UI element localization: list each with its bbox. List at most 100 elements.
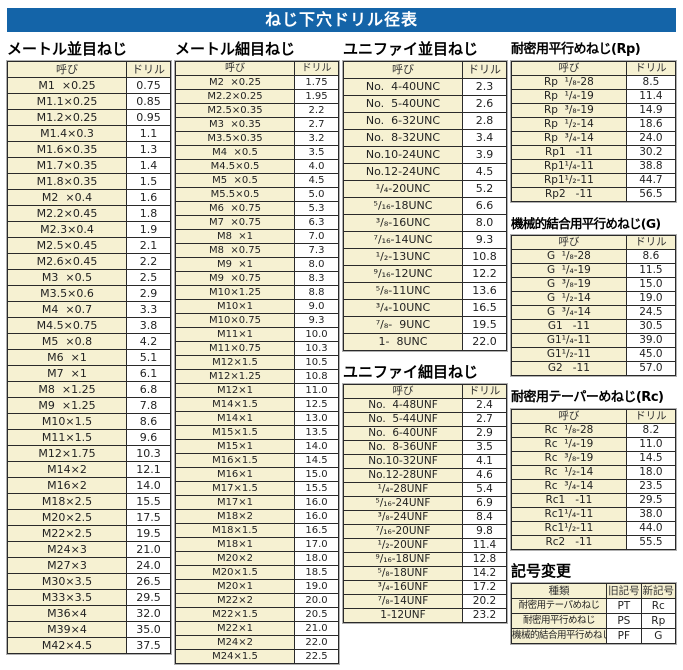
symbol-change-table: 種類 旧記号 新記号 耐密用テーパめねじ PT Rc 耐密用平行めねじ PS Rp 機械的結… (510, 583, 677, 644)
designation-cell: ³/₈-16UNC (343, 214, 463, 232)
designation-cell: ⁹/₁₆-12UNC (343, 265, 463, 283)
drill-cell: 10.5 (293, 355, 340, 370)
designation-cell: M3.5×0.6 (7, 285, 127, 302)
drill-cell: 13.0 (293, 411, 340, 426)
table-row: Rc ³/₄-14 23.5 (511, 479, 677, 494)
old-symbol-cell: PS (606, 613, 642, 629)
drill-cell: 11.0 (293, 383, 340, 398)
designation-cell: No. 8-32UNC (343, 129, 463, 147)
designation-cell: ¹/₄-20UNC (343, 180, 463, 198)
drill-cell: 39.0 (625, 333, 677, 348)
drill-cell: 7.0 (293, 229, 340, 244)
old-symbol-cell: PF (606, 628, 642, 644)
drill-cell: 5.1 (125, 349, 172, 366)
header-row: 呼び ドリル (343, 384, 508, 399)
designation-cell: Rc ¹/₂-14 (511, 465, 627, 480)
drill-column-header: ドリル (625, 409, 677, 424)
designation-cell: M24×2 (175, 635, 295, 650)
table-row: M22×1 21.0 (175, 621, 340, 636)
designation-cell: M6 ×0.75 (175, 201, 295, 216)
drill-cell: 11.0 (625, 437, 677, 452)
drill-cell: 4.2 (125, 333, 172, 350)
drill-cell: 30.5 (625, 319, 677, 334)
table-row: M3 ×0.35 2.7 (175, 117, 340, 132)
table-row: M2.3×0.4 1.9 (7, 221, 172, 238)
drill-cell: 0.85 (125, 93, 172, 110)
table-row: M18×1 17.0 (175, 537, 340, 552)
section-symbol-change: 記号変更 種類 旧記号 新記号 耐密用テーパめねじ PT Rc 耐密用平行めねじ PS R… (510, 563, 677, 644)
table-row: No. 4-48UNF 2.4 (343, 398, 508, 413)
table-row: M11×0.75 10.3 (175, 341, 340, 356)
table-row: M42×4.5 37.5 (7, 637, 172, 654)
designation-cell: Rp1¹/₄-11 (511, 159, 627, 174)
designation-cell: M18×2.5 (7, 493, 127, 510)
drill-column-header: ドリル (625, 61, 677, 76)
drill-cell: 22.5 (293, 649, 340, 664)
designation-cell: M12×1.25 (175, 369, 295, 384)
drill-cell: 24.5 (625, 305, 677, 320)
drill-cell: 4.5 (461, 163, 508, 181)
designation-cell: M4.5×0.5 (175, 159, 295, 174)
old-symbol-cell: PT (606, 598, 642, 614)
section-title-rc: 耐密用テーパーめねじ(Rc) (511, 390, 664, 405)
table-row: M11×1 10.0 (175, 327, 340, 342)
drill-cell: 4.1 (461, 454, 508, 469)
designation-cell: Rp ¹/₂-14 (511, 117, 627, 132)
name-column-header: 呼び (511, 235, 627, 250)
designation-cell: M3 ×0.35 (175, 117, 295, 132)
designation-cell: No. 6-32UNC (343, 112, 463, 130)
table-row: ⁷/₁₆-14UNC 9.3 (343, 231, 508, 249)
designation-cell: M5 ×0.5 (175, 173, 295, 188)
drill-cell: 10.8 (461, 248, 508, 266)
page-title: ねじ下穴ドリル径表 (7, 8, 676, 32)
table-row: ⁷/₈-14UNF 20.2 (343, 594, 508, 609)
table-row: M1.4×0.3 1.1 (7, 125, 172, 142)
drill-cell: 5.2 (461, 180, 508, 198)
table-row: M22×2.5 19.5 (7, 525, 172, 542)
designation-cell: M2 ×0.4 (7, 189, 127, 206)
designation-cell: M24×3 (7, 541, 127, 558)
designation-cell: No.10-32UNF (343, 454, 463, 469)
table-row: M9 ×1.25 7.8 (7, 397, 172, 414)
drill-cell: 8.6 (625, 249, 677, 264)
designation-cell: No. 5-44UNF (343, 412, 463, 427)
drill-cell: 3.4 (461, 129, 508, 147)
table-row: M22×2 20.0 (175, 593, 340, 608)
drill-cell: 24.0 (625, 131, 677, 146)
designation-cell: M1 ×0.25 (7, 77, 127, 94)
drill-cell: 14.5 (293, 453, 340, 468)
designation-cell: M15×1 (175, 439, 295, 454)
name-column-header: 呼び (511, 409, 627, 424)
section-g: 機械的結合用平行めねじ(G) 呼び ドリル G ¹/₈-28 8.6 G ¹/₄-1… (511, 215, 677, 376)
table-row: M2.2×0.25 1.95 (175, 89, 340, 104)
designation-cell: ⁵/₈-18UNF (343, 566, 463, 581)
drill-cell: 8.4 (461, 510, 508, 525)
designation-cell: M4.5×0.75 (7, 317, 127, 334)
designation-cell: M22×2 (175, 593, 295, 608)
drill-cell: 7.3 (293, 243, 340, 258)
table-row: No. 8-32UNC 3.4 (343, 129, 508, 147)
drill-cell: 10.3 (125, 445, 172, 462)
drill-cell: 18.0 (293, 551, 340, 566)
drill-cell: 17.5 (125, 509, 172, 526)
designation-cell: G ¹/₈-28 (511, 249, 627, 264)
table-row: M18×2.5 15.5 (7, 493, 172, 510)
designation-cell: M36×4 (7, 605, 127, 622)
designation-cell: M14×2 (7, 461, 127, 478)
designation-cell: No.12-24UNC (343, 163, 463, 181)
header-row: 呼び ドリル (511, 409, 677, 424)
designation-cell: M1.7×0.35 (7, 157, 127, 174)
designation-cell: M9 ×1 (175, 257, 295, 272)
drill-cell: 22.0 (461, 333, 508, 351)
designation-cell: M12×1.5 (175, 355, 295, 370)
drill-cell: 15.0 (293, 467, 340, 482)
table-row: G1¹/₂-11 45.0 (511, 347, 677, 362)
drill-cell: 11.4 (461, 538, 508, 553)
designation-cell: M10×1 (175, 299, 295, 314)
designation-cell: ¹/₄-28UNF (343, 482, 463, 497)
drill-cell: 1.6 (125, 189, 172, 206)
name-column-header: 呼び (7, 61, 127, 78)
drill-cell: 8.2 (625, 423, 677, 438)
drill-cell: 9.8 (461, 524, 508, 539)
